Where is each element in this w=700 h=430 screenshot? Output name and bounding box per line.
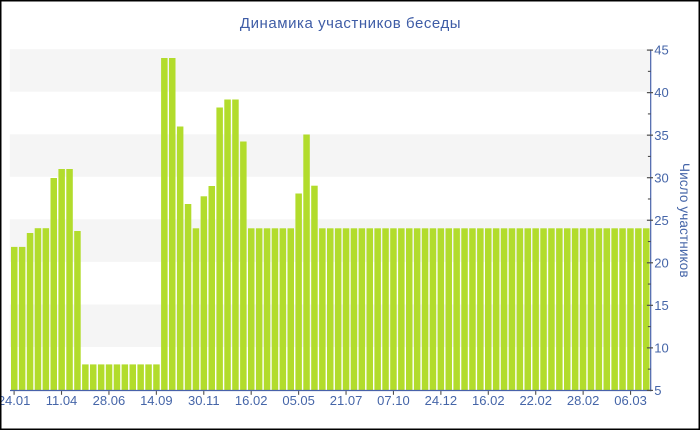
- svg-text:24.01: 24.01: [0, 393, 30, 408]
- svg-text:30: 30: [654, 170, 668, 185]
- svg-text:15: 15: [654, 298, 668, 313]
- svg-text:28.02: 28.02: [567, 393, 600, 408]
- svg-text:14.09: 14.09: [140, 393, 173, 408]
- svg-text:21.07: 21.07: [330, 393, 363, 408]
- svg-text:16.02: 16.02: [235, 393, 268, 408]
- svg-text:40: 40: [654, 85, 668, 100]
- svg-text:30.11: 30.11: [188, 393, 220, 408]
- svg-text:22.02: 22.02: [519, 393, 552, 408]
- svg-text:Динамика участников беседы: Динамика участников беседы: [240, 15, 461, 32]
- svg-text:10: 10: [654, 340, 668, 355]
- svg-text:Число участников: Число участников: [677, 163, 692, 278]
- svg-text:45: 45: [654, 43, 668, 58]
- svg-text:07.10: 07.10: [377, 393, 410, 408]
- svg-text:05.05: 05.05: [282, 393, 315, 408]
- svg-text:35: 35: [654, 128, 668, 143]
- svg-text:20: 20: [654, 255, 668, 270]
- svg-text:11.04: 11.04: [46, 393, 78, 408]
- svg-text:16.02: 16.02: [472, 393, 505, 408]
- svg-text:25: 25: [654, 213, 668, 228]
- svg-text:28.06: 28.06: [93, 393, 126, 408]
- svg-text:24.12: 24.12: [425, 393, 458, 408]
- svg-text:5: 5: [654, 383, 661, 398]
- svg-text:06.03: 06.03: [614, 393, 647, 408]
